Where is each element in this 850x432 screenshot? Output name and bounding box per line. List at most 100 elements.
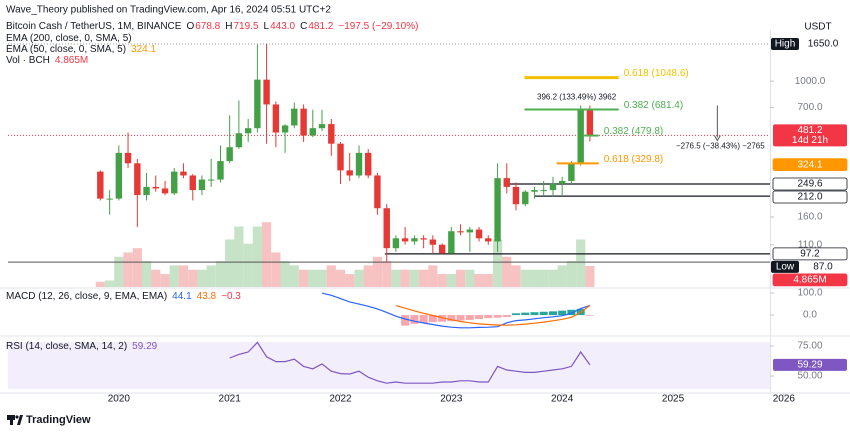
- candle-body: [337, 143, 344, 171]
- measure-label: 396.2 (133.49%) 3962: [537, 93, 617, 102]
- volume-bar: [492, 239, 503, 287]
- candle-body: [161, 188, 169, 194]
- candle-body: [235, 133, 243, 148]
- indicator-line: [321, 292, 591, 329]
- volume-bar: [151, 269, 161, 287]
- volume-bar: [345, 274, 355, 287]
- x-tick-label: 2020: [108, 394, 131, 405]
- volume-bar: [400, 269, 410, 287]
- x-tick-label: 2022: [329, 394, 352, 405]
- volume-bar: [280, 261, 290, 287]
- price-label-box: [772, 273, 848, 287]
- volume-bar: [299, 269, 309, 287]
- volume-bar: [548, 269, 558, 287]
- price-label-box: [800, 37, 847, 50]
- volume-bar: [197, 269, 207, 287]
- candle-body: [401, 238, 409, 242]
- brand-logo: TradingView: [7, 414, 91, 426]
- x-tick-label: 2021: [219, 394, 242, 405]
- volume-bar: [502, 256, 512, 287]
- indicator-line: [395, 304, 591, 326]
- candle-body: [272, 104, 280, 133]
- price-label-box: [800, 260, 847, 273]
- candle-body: [180, 171, 187, 176]
- volume-bar: [169, 265, 179, 287]
- candle-body: [281, 125, 289, 133]
- y-tick-label: 50.00: [797, 371, 822, 382]
- indicator-legend: Vol · BCH 4.865M: [6, 55, 88, 66]
- brand: TradingView: [26, 414, 91, 426]
- volume-bar: [520, 269, 530, 287]
- candle-body: [318, 124, 326, 129]
- indicator-value: 59.29: [132, 341, 157, 352]
- candle-body: [226, 147, 233, 162]
- fib-label: 0.618 (1048.6): [624, 68, 689, 79]
- histogram-bar: [484, 315, 493, 319]
- volume-bar: [446, 274, 456, 287]
- volume-bar: [391, 269, 401, 287]
- price-label: 1650.0: [808, 39, 839, 50]
- candle-body: [124, 152, 132, 164]
- y-tick-label: 1000.0: [795, 76, 826, 87]
- candle-body: [503, 178, 510, 187]
- histogram-bar: [401, 315, 410, 326]
- candle-body: [448, 231, 455, 254]
- histogram-bar: [419, 315, 428, 323]
- x-tick-label: 2024: [551, 394, 574, 405]
- volume-bar: [511, 265, 521, 287]
- price-tag: High: [775, 39, 796, 50]
- histogram-bar: [465, 315, 474, 320]
- ohlc-value: −197.5 (−29.10%): [338, 21, 418, 32]
- rsi-background: [8, 342, 770, 389]
- histogram-bar: [511, 313, 520, 316]
- indicator-name: MACD (12, 26, close, 9, EMA, EMA): [6, 291, 167, 302]
- histogram-bar: [521, 312, 530, 316]
- volume-bar: [317, 269, 327, 287]
- volume-bar: [178, 265, 189, 287]
- volume-bar: [234, 226, 244, 287]
- volume-bar: [465, 269, 475, 287]
- countdown: 14d 21h: [792, 135, 828, 146]
- candle-body: [97, 171, 104, 199]
- volume-bar: [363, 265, 373, 287]
- price-label-box: [772, 247, 848, 261]
- volume-bar: [409, 269, 420, 287]
- price-label: 212.0: [797, 192, 822, 203]
- candle-body: [291, 108, 298, 126]
- publisher: Wave_Theory published on TradingView.com…: [6, 5, 331, 16]
- fib-label: 0.382 (479.8): [604, 126, 664, 137]
- candle-body: [365, 152, 372, 176]
- price-label-box: [772, 177, 848, 191]
- histogram-bar: [428, 315, 437, 323]
- candle-body: [568, 163, 575, 181]
- volume-bar: [326, 265, 336, 287]
- histogram-bar: [530, 312, 539, 316]
- candle-body: [466, 229, 474, 233]
- candle-body: [457, 231, 464, 233]
- price-tag-box: [771, 260, 799, 273]
- y-tick-label: 110.0: [798, 239, 823, 250]
- histogram-bar: [539, 311, 548, 316]
- volume-bar: [308, 269, 318, 287]
- volume-bar: [557, 265, 567, 287]
- ohlc-key: O: [186, 21, 194, 32]
- value-box: [773, 358, 847, 371]
- candle-body: [189, 175, 196, 191]
- ohlc-value: 678.8: [195, 21, 220, 32]
- indicator-legend: EMA (200, close, 0, SMA, 5): [6, 33, 132, 44]
- candle-body: [152, 186, 159, 189]
- histogram-bar: [567, 309, 576, 316]
- volume-bar: [215, 261, 226, 287]
- candle-body: [207, 179, 215, 181]
- volume-bar: [123, 252, 133, 287]
- indicator-legend: EMA (50, close, 0, SMA, 5) 324.1: [6, 44, 157, 55]
- volume-bar: [261, 222, 272, 287]
- candle-body: [254, 79, 261, 129]
- indicator-value: −0.3: [221, 291, 241, 302]
- x-tick-label: 2025: [662, 394, 685, 405]
- fib-label: 0.382 (681.4): [624, 100, 684, 111]
- candle-body: [244, 128, 252, 134]
- volume-bar: [105, 280, 115, 287]
- price-label: 324.1: [797, 159, 822, 170]
